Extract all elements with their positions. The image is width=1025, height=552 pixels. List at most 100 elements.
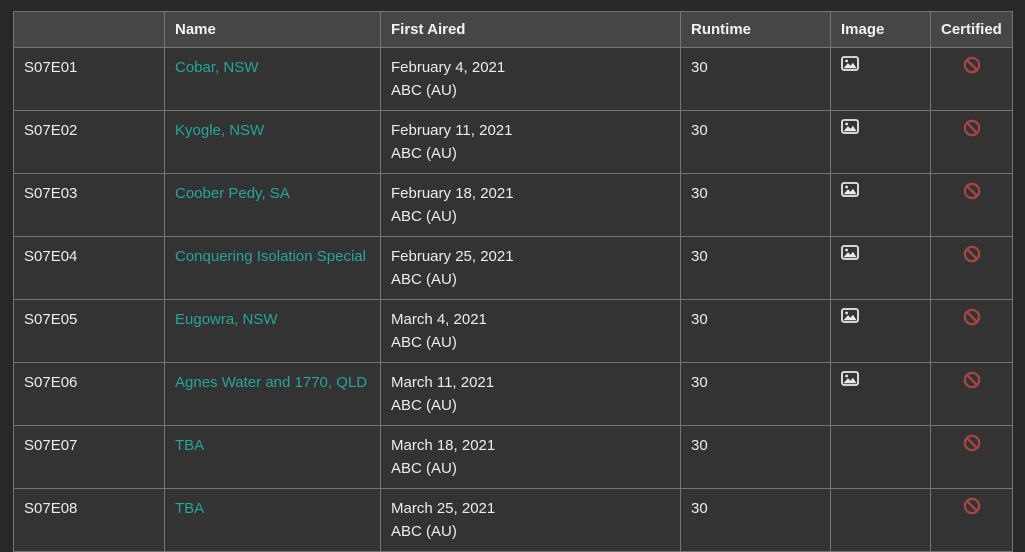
table-row: S07E05 Eugowra, NSW March 4, 2021 ABC (A… [13,299,1013,363]
network-name: ABC (AU) [391,460,457,477]
first-aired-cell: February 4, 2021 ABC (AU) [380,47,681,111]
episode-number-cell: S07E02 [13,110,165,174]
aired-date: March 4, 2021 [391,311,487,328]
runtime-cell: 30 [680,299,831,363]
ban-icon [963,308,981,326]
first-aired-cell: February 25, 2021 ABC (AU) [380,236,681,300]
episode-name-link[interactable]: Agnes Water and 1770, QLD [175,374,368,391]
table-row: S07E04 Conquering Isolation Special Febr… [13,236,1013,300]
image-cell [830,425,931,489]
episode-name-cell: Cobar, NSW [164,47,381,111]
network-name: ABC (AU) [391,523,457,540]
image-icon[interactable] [841,308,859,323]
image-icon[interactable] [841,56,859,71]
first-aired-cell: March 4, 2021 ABC (AU) [380,299,681,363]
episode-number-cell: S07E06 [13,362,165,426]
episode-name-cell: Eugowra, NSW [164,299,381,363]
certified-cell [930,488,1013,552]
network-name: ABC (AU) [391,208,457,225]
image-cell [830,299,931,363]
runtime-cell: 30 [680,488,831,552]
episode-number-cell: S07E07 [13,425,165,489]
table-row: S07E06 Agnes Water and 1770, QLD March 1… [13,362,1013,426]
aired-date: March 25, 2021 [391,500,496,517]
image-icon[interactable] [841,182,859,197]
episode-name-link[interactable]: TBA [175,437,205,454]
aired-date: March 18, 2021 [391,437,496,454]
network-name: ABC (AU) [391,145,457,162]
episode-number-cell: S07E04 [13,236,165,300]
first-aired-cell: February 18, 2021 ABC (AU) [380,173,681,237]
episode-name-cell: Kyogle, NSW [164,110,381,174]
episode-name-link[interactable]: Eugowra, NSW [175,311,278,328]
aired-date: February 18, 2021 [391,185,514,202]
certified-cell [930,299,1013,363]
table-row: S07E07 TBA March 18, 2021 ABC (AU) 30 [13,425,1013,489]
runtime-cell: 30 [680,173,831,237]
runtime-cell: 30 [680,110,831,174]
ban-icon [963,371,981,389]
episode-name-link[interactable]: Cobar, NSW [175,59,259,76]
certified-cell [930,425,1013,489]
image-cell [830,47,931,111]
episode-name-link[interactable]: TBA [175,500,205,517]
episode-name-link[interactable]: Kyogle, NSW [175,122,265,139]
episode-name-cell: Agnes Water and 1770, QLD [164,362,381,426]
ban-icon [963,56,981,74]
episode-number-cell: S07E01 [13,47,165,111]
episode-name-link[interactable]: Coober Pedy, SA [175,185,290,202]
column-header-first-aired: First Aired [380,11,681,48]
aired-date: February 4, 2021 [391,59,506,76]
episode-table-header: Name First Aired Runtime Image Certified [13,11,1013,48]
first-aired-cell: March 11, 2021 ABC (AU) [380,362,681,426]
episode-table-body: S07E01 Cobar, NSW February 4, 2021 ABC (… [13,47,1013,552]
episode-number-cell: S07E08 [13,488,165,552]
first-aired-cell: March 25, 2021 ABC (AU) [380,488,681,552]
certified-cell [930,362,1013,426]
image-cell [830,110,931,174]
aired-date: February 11, 2021 [391,122,513,139]
ban-icon [963,434,981,452]
certified-cell [930,110,1013,174]
episode-name-cell: TBA [164,425,381,489]
network-name: ABC (AU) [391,82,457,99]
episode-number-cell: S07E05 [13,299,165,363]
image-icon[interactable] [841,371,859,386]
aired-date: March 11, 2021 [391,374,495,391]
network-name: ABC (AU) [391,334,457,351]
runtime-cell: 30 [680,47,831,111]
episode-name-cell: Coober Pedy, SA [164,173,381,237]
image-icon[interactable] [841,119,859,134]
column-header-episode [13,11,165,48]
network-name: ABC (AU) [391,397,457,414]
ban-icon [963,245,981,263]
table-row: S07E08 TBA March 25, 2021 ABC (AU) 30 [13,488,1013,552]
certified-cell [930,173,1013,237]
first-aired-cell: March 18, 2021 ABC (AU) [380,425,681,489]
certified-cell [930,236,1013,300]
episode-table: Name First Aired Runtime Image Certified… [13,11,1013,552]
ban-icon [963,497,981,515]
certified-cell [930,47,1013,111]
image-cell [830,173,931,237]
column-header-name: Name [164,11,381,48]
ban-icon [963,182,981,200]
first-aired-cell: February 11, 2021 ABC (AU) [380,110,681,174]
image-cell [830,236,931,300]
episode-name-link[interactable]: Conquering Isolation Special [175,248,366,265]
table-row: S07E03 Coober Pedy, SA February 18, 2021… [13,173,1013,237]
runtime-cell: 30 [680,362,831,426]
table-row: S07E01 Cobar, NSW February 4, 2021 ABC (… [13,47,1013,111]
runtime-cell: 30 [680,425,831,489]
table-row: S07E02 Kyogle, NSW February 11, 2021 ABC… [13,110,1013,174]
image-icon[interactable] [841,245,859,260]
episode-name-cell: TBA [164,488,381,552]
network-name: ABC (AU) [391,271,457,288]
episode-name-cell: Conquering Isolation Special [164,236,381,300]
column-header-certified: Certified [930,11,1013,48]
runtime-cell: 30 [680,236,831,300]
image-cell [830,488,931,552]
column-header-image: Image [830,11,931,48]
aired-date: February 25, 2021 [391,248,514,265]
